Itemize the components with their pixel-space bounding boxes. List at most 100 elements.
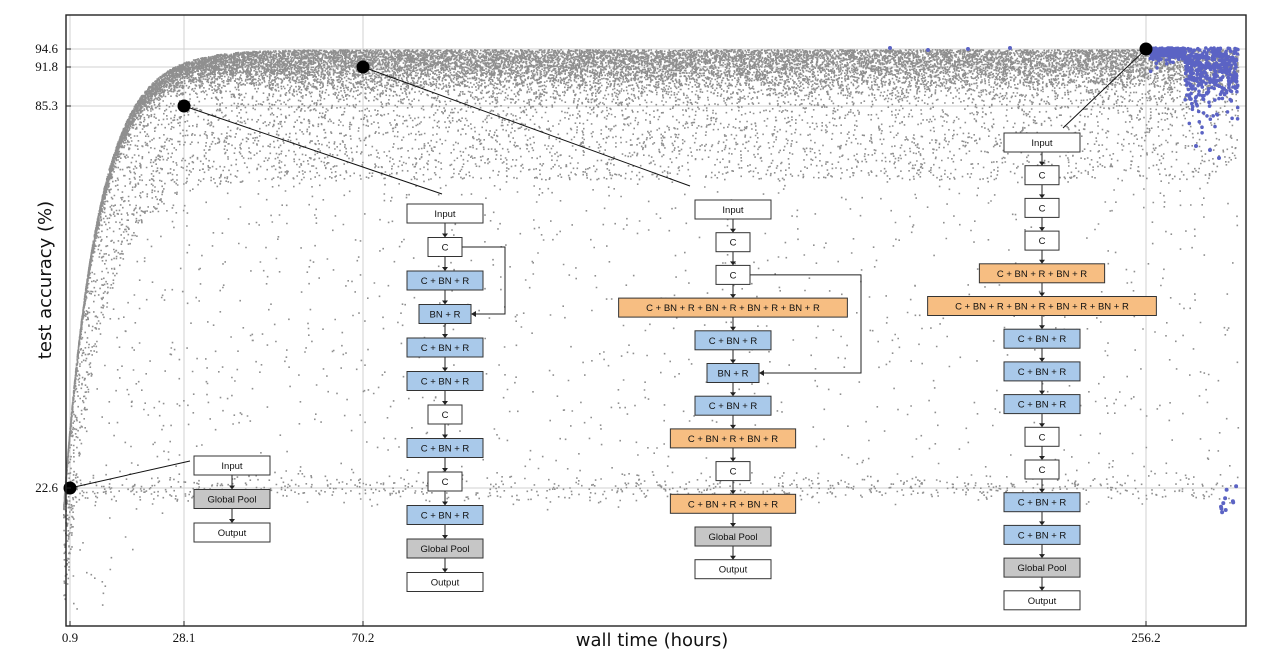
layer-box — [694, 395, 772, 416]
layer-label: BN + R — [430, 310, 461, 321]
layer-label: C + BN + R — [709, 336, 758, 347]
layer-box — [1003, 132, 1081, 153]
layer-label: C + BN + R — [421, 343, 470, 354]
connector-line — [183, 105, 443, 195]
x-tick-label: 70.2 — [352, 630, 375, 645]
arrow-head — [1039, 292, 1045, 297]
layer-box — [694, 526, 772, 547]
plot-frame — [65, 14, 1247, 627]
layer-box — [427, 471, 463, 492]
layer-box — [193, 455, 271, 476]
arrow-head — [1039, 357, 1045, 362]
layer-label: Input — [722, 205, 743, 216]
layer-label: C — [442, 243, 449, 254]
layer-label: Global Pool — [420, 544, 469, 555]
layer-box — [1003, 492, 1081, 513]
arrow-head — [1039, 390, 1045, 395]
arrow-head — [442, 233, 448, 238]
y-axis-label: test accuracy (%) — [35, 201, 56, 359]
layer-label: Global Pool — [1017, 563, 1066, 574]
arrow-head — [1039, 194, 1045, 199]
layer-label: Input — [221, 461, 242, 472]
arrow-head — [229, 519, 235, 523]
layer-label: C — [1039, 203, 1046, 214]
layer-box — [418, 304, 472, 324]
layer-box — [618, 297, 848, 318]
layer-box — [1024, 459, 1060, 480]
arrow-head — [442, 535, 448, 539]
arrow-head — [1039, 423, 1045, 428]
layer-label: C — [1039, 432, 1046, 443]
arrow-head — [442, 501, 448, 506]
layer-label: Input — [1031, 138, 1052, 149]
layer-box — [694, 559, 772, 580]
layer-label: C — [730, 467, 737, 478]
architecture-3: Input C C C + BN + R + BN + R + BN + R + BN… — [618, 199, 862, 580]
arrow-head — [1039, 325, 1045, 330]
layer-box — [694, 199, 772, 220]
layer-label: C — [1039, 465, 1046, 476]
skip-connection — [462, 246, 506, 315]
layer-box — [406, 203, 484, 224]
arrow-head — [442, 401, 448, 405]
layer-box — [406, 438, 484, 458]
layer-box — [1024, 197, 1060, 218]
layer-label: C + BN + R + BN + R + BN + R + BN + R — [646, 303, 820, 314]
x-tick-label: 256.2 — [1131, 630, 1160, 645]
connector-lines — [69, 48, 1147, 489]
layer-box — [669, 493, 797, 514]
architecture-diagrams: Input Global Pool Output Input C C + BN + R BN… — [193, 132, 1157, 611]
arrow-head — [442, 334, 448, 338]
arrow-head — [730, 228, 736, 233]
arrow-head — [442, 367, 448, 372]
layer-label: C + BN + R — [421, 511, 470, 522]
arrow-head — [730, 392, 736, 397]
layer-box — [406, 270, 484, 291]
arrow-head — [730, 457, 736, 462]
layer-box — [1003, 590, 1081, 611]
arrow-head — [1039, 227, 1045, 232]
layer-box — [694, 330, 772, 351]
highlighted-point — [356, 60, 370, 74]
layer-box — [406, 505, 484, 525]
x-axis-label: wall time (hours) — [576, 630, 729, 651]
highlighted-point — [1139, 42, 1153, 56]
arrow-head — [1039, 521, 1045, 526]
arrow-head — [1039, 488, 1045, 493]
layer-box — [406, 337, 484, 358]
y-tick-label: 85.3 — [35, 98, 58, 113]
arrow-head — [730, 359, 736, 364]
connector-line — [69, 460, 191, 489]
y-tick-label: 91.8 — [35, 59, 58, 74]
layer-label: Input — [434, 209, 455, 220]
arrow-head — [442, 468, 448, 472]
arrow-head — [730, 523, 736, 527]
layer-label: Output — [218, 528, 247, 539]
layer-box — [715, 461, 751, 482]
layer-label: C + BN + R + BN + R — [688, 499, 778, 510]
arrow-head — [730, 424, 736, 429]
layer-box — [1003, 524, 1081, 545]
layer-box — [927, 296, 1157, 316]
layer-box — [406, 538, 484, 559]
arrow-head — [759, 370, 764, 376]
layer-label: C + BN + R — [421, 444, 470, 455]
layer-label: C — [442, 410, 449, 421]
arrow-head — [730, 326, 736, 331]
y-tick-label: 94.6 — [35, 41, 58, 56]
layer-label: Global Pool — [708, 532, 757, 543]
layer-box — [669, 428, 797, 449]
layer-label: Global Pool — [207, 495, 256, 506]
arrow-head — [1039, 456, 1045, 460]
layer-box — [1003, 361, 1081, 382]
layer-box — [193, 522, 271, 543]
layer-label: C + BN + R + BN + R + BN + R + BN + R — [955, 302, 1129, 313]
layer-label: C + BN + R — [421, 276, 470, 287]
layer-label: C + BN + R — [709, 401, 758, 412]
layer-box — [1003, 557, 1081, 578]
arrow-head — [442, 267, 448, 271]
arrow-head — [1039, 554, 1045, 559]
layer-label: C — [442, 477, 449, 488]
layer-box — [193, 489, 271, 509]
arrow-head — [1039, 586, 1045, 591]
